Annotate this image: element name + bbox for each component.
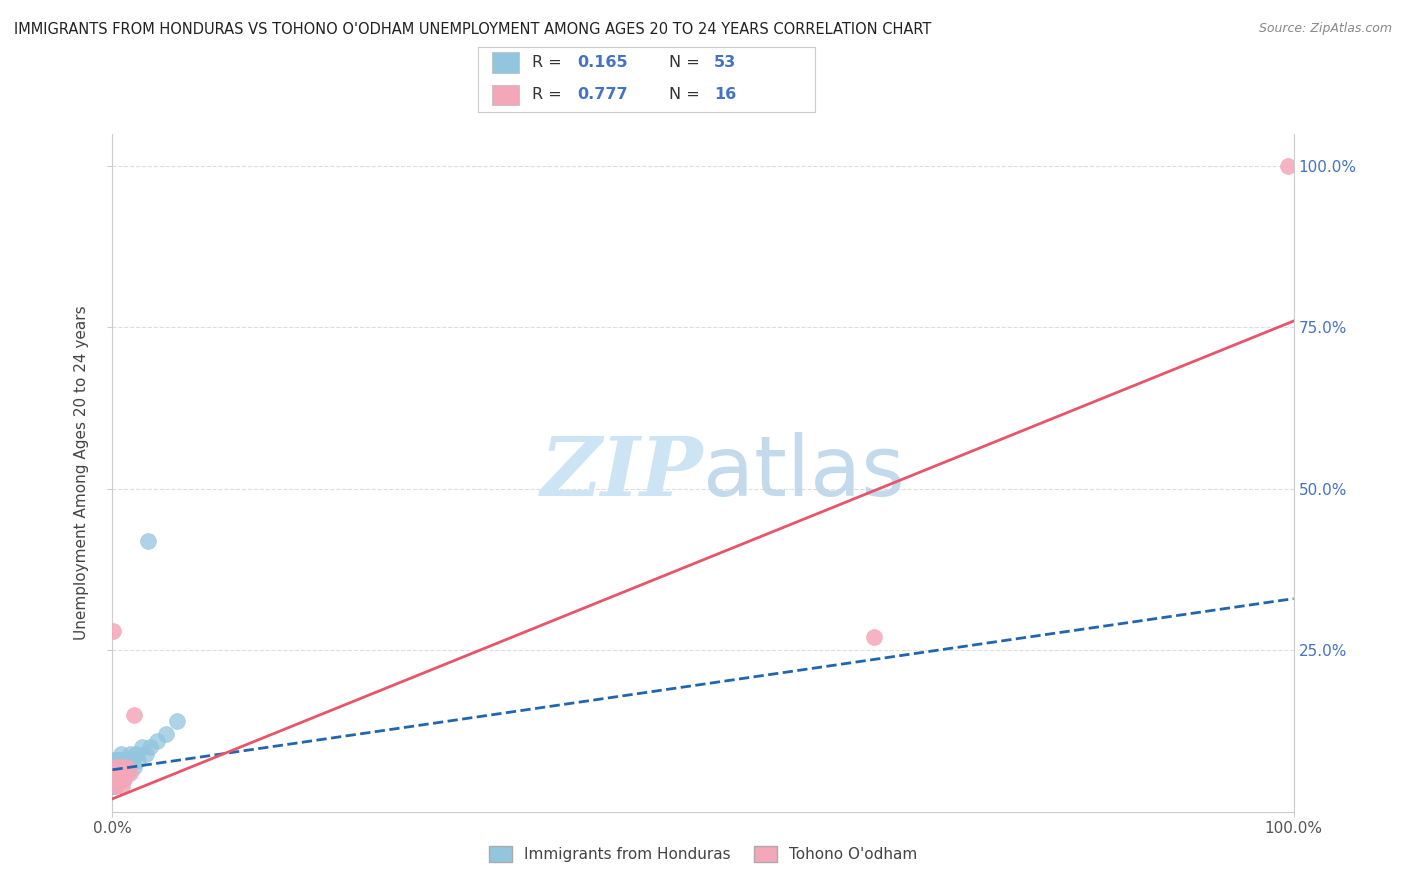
Point xyxy=(107,772,129,787)
Text: R =: R = xyxy=(531,55,567,70)
Point xyxy=(120,747,142,761)
Point xyxy=(105,753,128,767)
Point xyxy=(105,759,128,773)
Point xyxy=(107,766,129,780)
Point xyxy=(107,759,129,773)
Point xyxy=(136,533,159,548)
Point xyxy=(111,753,134,767)
Point xyxy=(135,747,157,761)
Point xyxy=(125,747,148,761)
Point xyxy=(103,772,125,787)
Y-axis label: Unemployment Among Ages 20 to 24 years: Unemployment Among Ages 20 to 24 years xyxy=(75,305,89,640)
Point xyxy=(108,753,131,767)
Point xyxy=(103,779,125,793)
Point xyxy=(103,766,125,780)
Text: 53: 53 xyxy=(714,55,737,70)
Text: IMMIGRANTS FROM HONDURAS VS TOHONO O'ODHAM UNEMPLOYMENT AMONG AGES 20 TO 24 YEAR: IMMIGRANTS FROM HONDURAS VS TOHONO O'ODH… xyxy=(14,22,931,37)
Text: N =: N = xyxy=(669,87,704,103)
Text: ZIP: ZIP xyxy=(540,433,703,513)
Text: Source: ZipAtlas.com: Source: ZipAtlas.com xyxy=(1258,22,1392,36)
Point xyxy=(146,733,169,747)
Text: 0.165: 0.165 xyxy=(578,55,628,70)
Point xyxy=(120,766,142,780)
Point xyxy=(112,772,135,787)
Point xyxy=(104,759,127,773)
Text: 0.777: 0.777 xyxy=(578,87,628,103)
Point xyxy=(101,772,124,787)
Point xyxy=(105,772,128,787)
Text: 16: 16 xyxy=(714,87,737,103)
Point xyxy=(105,779,128,793)
Point xyxy=(103,772,125,787)
Point xyxy=(111,779,134,793)
Point xyxy=(122,707,145,722)
Point xyxy=(110,759,132,773)
Point xyxy=(104,766,127,780)
FancyBboxPatch shape xyxy=(492,53,519,73)
Legend: Immigrants from Honduras, Tohono O'odham: Immigrants from Honduras, Tohono O'odham xyxy=(482,840,924,869)
Point xyxy=(107,753,129,767)
Point xyxy=(131,740,153,755)
Point xyxy=(118,759,141,773)
Point xyxy=(105,766,128,780)
Point xyxy=(107,772,129,787)
Text: R =: R = xyxy=(531,87,567,103)
Point xyxy=(1277,159,1299,173)
Point xyxy=(112,759,135,773)
Point xyxy=(166,714,188,729)
FancyBboxPatch shape xyxy=(492,85,519,105)
Point xyxy=(104,779,127,793)
Point xyxy=(110,747,132,761)
Point xyxy=(112,753,135,767)
Point xyxy=(105,766,128,780)
Point xyxy=(101,624,124,638)
Point xyxy=(108,759,131,773)
Point xyxy=(111,766,134,780)
Point xyxy=(108,766,131,780)
Point xyxy=(105,766,128,780)
Point xyxy=(139,740,162,755)
Point xyxy=(104,759,127,773)
Point xyxy=(114,759,136,773)
Point xyxy=(103,772,125,787)
Point xyxy=(127,753,149,767)
Point xyxy=(103,772,125,787)
Point xyxy=(105,772,128,787)
Point xyxy=(108,759,131,773)
Point xyxy=(112,766,135,780)
Point xyxy=(101,779,124,793)
Point xyxy=(103,766,125,780)
Text: N =: N = xyxy=(669,55,704,70)
Point xyxy=(103,753,125,767)
Point xyxy=(122,759,145,773)
Point xyxy=(110,766,132,780)
Point xyxy=(115,759,138,773)
Point xyxy=(155,727,177,741)
Point xyxy=(104,766,127,780)
Point xyxy=(117,753,139,767)
Point xyxy=(115,766,138,780)
Text: atlas: atlas xyxy=(703,433,904,513)
Point xyxy=(120,753,142,767)
Point xyxy=(110,772,132,787)
Point xyxy=(104,759,127,773)
Point xyxy=(863,631,886,645)
Point xyxy=(105,753,128,767)
Point xyxy=(112,772,135,787)
Point xyxy=(103,759,125,773)
